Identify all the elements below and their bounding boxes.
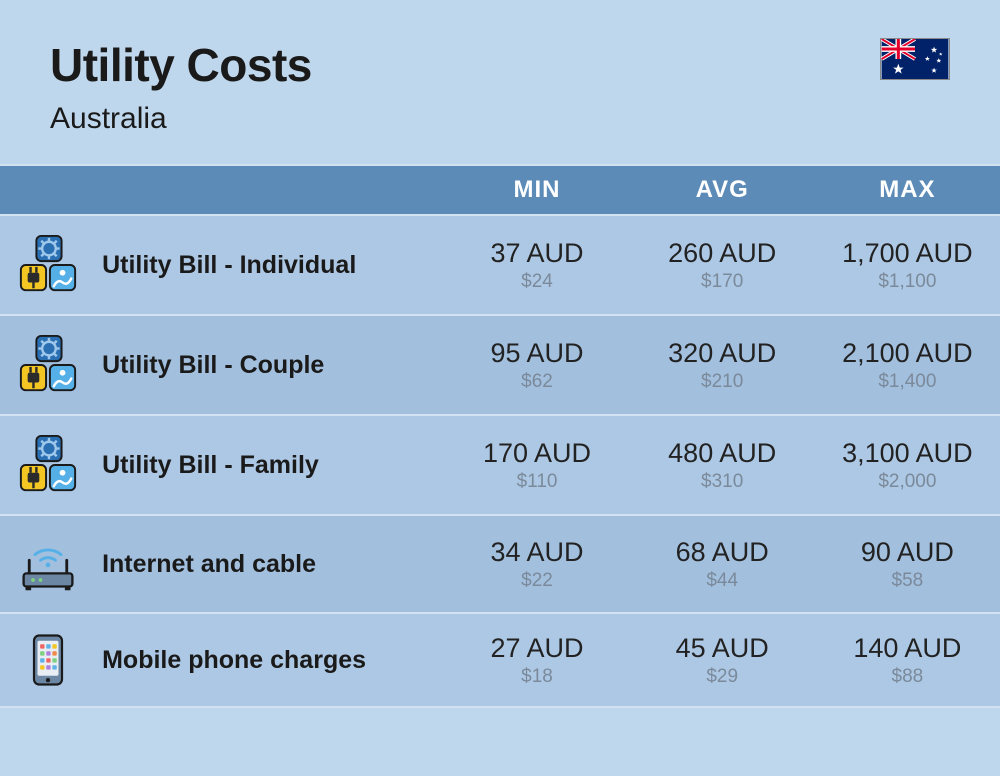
value-aud: 140 AUD — [815, 633, 1000, 664]
cell-avg: 320 AUD$210 — [630, 315, 815, 415]
value-usd: $58 — [815, 570, 1000, 592]
value-aud: 45 AUD — [630, 633, 815, 664]
value-usd: $29 — [630, 666, 815, 688]
cell-avg: 260 AUD$170 — [630, 215, 815, 315]
value-aud: 27 AUD — [444, 633, 629, 664]
value-usd: $88 — [815, 666, 1000, 688]
title-block: Utility Costs Australia — [50, 38, 312, 136]
value-usd: $170 — [630, 271, 815, 293]
utility-icon — [17, 234, 79, 296]
cell-avg: 68 AUD$44 — [630, 515, 815, 613]
row-icon-cell — [0, 415, 96, 515]
col-min: MIN — [444, 165, 629, 215]
value-usd: $2,000 — [815, 471, 1000, 493]
value-aud: 90 AUD — [815, 537, 1000, 568]
row-icon-cell — [0, 613, 96, 707]
col-blank-icon — [0, 165, 96, 215]
flag-australia-icon — [880, 38, 950, 80]
value-usd: $1,100 — [815, 271, 1000, 293]
cell-min: 27 AUD$18 — [444, 613, 629, 707]
value-aud: 37 AUD — [444, 238, 629, 269]
value-aud: 260 AUD — [630, 238, 815, 269]
table-header-row: MIN AVG MAX — [0, 165, 1000, 215]
table-row: Mobile phone charges27 AUD$1845 AUD$2914… — [0, 613, 1000, 707]
value-aud: 320 AUD — [630, 338, 815, 369]
table-row: Utility Bill - Family170 AUD$110480 AUD$… — [0, 415, 1000, 515]
utility-icon — [17, 334, 79, 396]
col-blank-label — [96, 165, 444, 215]
row-label: Utility Bill - Individual — [96, 215, 444, 315]
row-icon-cell — [0, 315, 96, 415]
cell-max: 1,700 AUD$1,100 — [815, 215, 1000, 315]
row-label: Mobile phone charges — [96, 613, 444, 707]
cell-max: 3,100 AUD$2,000 — [815, 415, 1000, 515]
table-row: Internet and cable34 AUD$2268 AUD$4490 A… — [0, 515, 1000, 613]
value-usd: $44 — [630, 570, 815, 592]
cell-max: 140 AUD$88 — [815, 613, 1000, 707]
cell-max: 2,100 AUD$1,400 — [815, 315, 1000, 415]
cell-avg: 480 AUD$310 — [630, 415, 815, 515]
cell-avg: 45 AUD$29 — [630, 613, 815, 707]
value-usd: $22 — [444, 570, 629, 592]
value-usd: $310 — [630, 471, 815, 493]
value-aud: 170 AUD — [444, 438, 629, 469]
row-label: Internet and cable — [96, 515, 444, 613]
cell-min: 34 AUD$22 — [444, 515, 629, 613]
row-label: Utility Bill - Couple — [96, 315, 444, 415]
costs-table: MIN AVG MAX Utility Bill - Individual37 … — [0, 164, 1000, 708]
value-usd: $62 — [444, 371, 629, 393]
col-max: MAX — [815, 165, 1000, 215]
value-usd: $210 — [630, 371, 815, 393]
cell-max: 90 AUD$58 — [815, 515, 1000, 613]
value-usd: $24 — [444, 271, 629, 293]
header: Utility Costs Australia — [0, 0, 1000, 164]
row-icon-cell — [0, 215, 96, 315]
page-subtitle: Australia — [50, 102, 312, 136]
row-icon-cell — [0, 515, 96, 613]
value-aud: 68 AUD — [630, 537, 815, 568]
cell-min: 170 AUD$110 — [444, 415, 629, 515]
cell-min: 95 AUD$62 — [444, 315, 629, 415]
value-aud: 34 AUD — [444, 537, 629, 568]
value-usd: $1,400 — [815, 371, 1000, 393]
col-avg: AVG — [630, 165, 815, 215]
value-aud: 2,100 AUD — [815, 338, 1000, 369]
value-aud: 1,700 AUD — [815, 238, 1000, 269]
cell-min: 37 AUD$24 — [444, 215, 629, 315]
value-aud: 95 AUD — [444, 338, 629, 369]
value-aud: 480 AUD — [630, 438, 815, 469]
utility-icon — [17, 434, 79, 496]
value-usd: $110 — [444, 471, 629, 493]
router-icon — [18, 534, 78, 594]
row-label: Utility Bill - Family — [96, 415, 444, 515]
page-title: Utility Costs — [50, 38, 312, 92]
phone-icon — [20, 632, 76, 688]
table-row: Utility Bill - Couple95 AUD$62320 AUD$21… — [0, 315, 1000, 415]
value-aud: 3,100 AUD — [815, 438, 1000, 469]
table-row: Utility Bill - Individual37 AUD$24260 AU… — [0, 215, 1000, 315]
value-usd: $18 — [444, 666, 629, 688]
